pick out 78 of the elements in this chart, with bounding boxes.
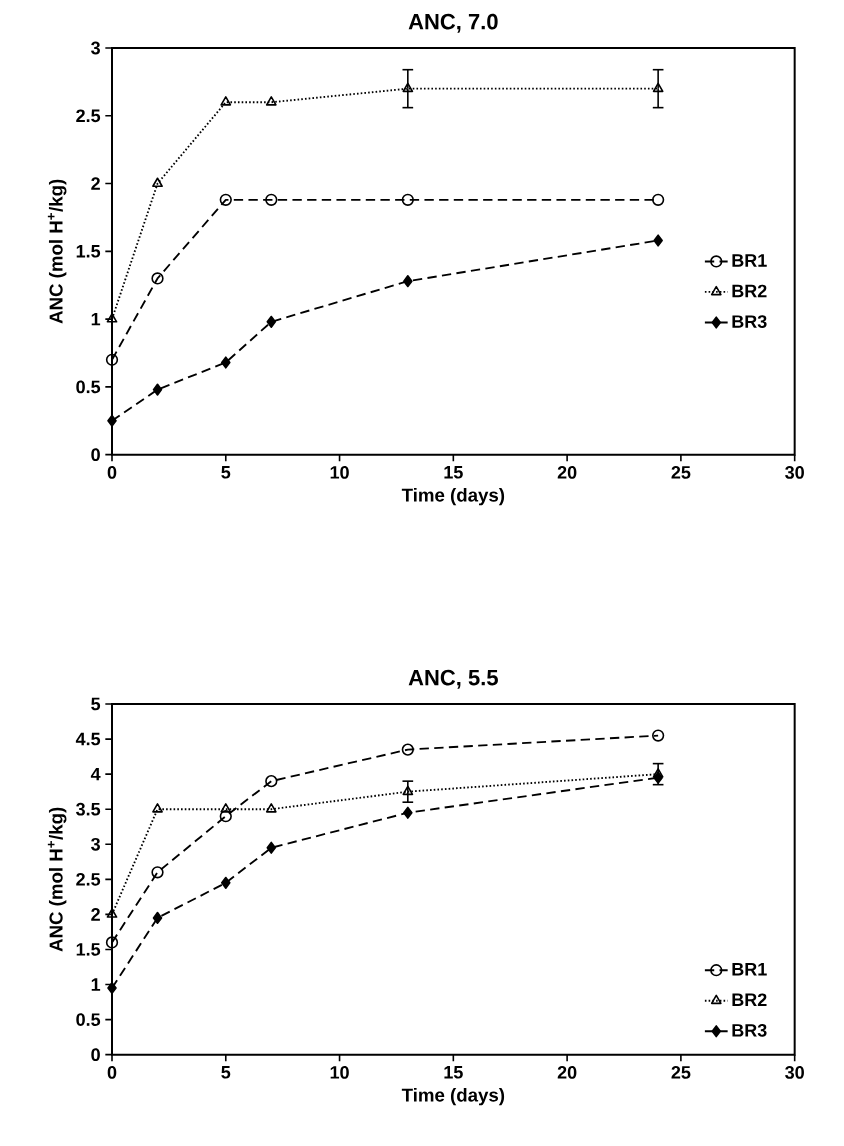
legend-label: BR3 — [732, 1023, 767, 1037]
y-tick-label: 2 — [91, 908, 100, 921]
y-tick-label: 1.5 — [76, 245, 101, 258]
y-tick-label: 2.5 — [76, 109, 101, 123]
point — [265, 96, 277, 106]
legend-label: BR2 — [732, 284, 767, 298]
y-tick-label: 2 — [91, 177, 100, 190]
y-tick-label: 0 — [91, 448, 100, 462]
y-tick-label: 2.5 — [76, 872, 101, 886]
point — [152, 177, 163, 188]
x-tick-label: 0 — [107, 466, 117, 479]
x-tick-label: 25 — [671, 466, 691, 479]
y-tick-label: 3.5 — [76, 802, 101, 816]
point — [403, 806, 413, 819]
point — [266, 841, 277, 854]
point — [152, 911, 163, 925]
x-tick-label: 20 — [557, 1066, 577, 1079]
legend-label: BR1 — [732, 963, 767, 976]
y-tick-label: 4.5 — [75, 732, 101, 746]
point — [401, 193, 414, 206]
y-tick-label: 4 — [90, 767, 101, 781]
point — [652, 82, 664, 93]
x-tick-label: 25 — [671, 1066, 691, 1079]
point — [105, 936, 119, 949]
y-tick-label: 1 — [91, 978, 101, 991]
point — [652, 193, 665, 206]
point — [220, 876, 231, 889]
point — [151, 272, 164, 285]
legend-label: BR2 — [732, 993, 767, 1006]
point — [401, 743, 414, 756]
point — [219, 810, 232, 823]
legend-label: BR3 — [732, 315, 767, 328]
x-tick-label: 0 — [107, 1066, 117, 1079]
point — [265, 775, 278, 788]
point — [652, 729, 665, 742]
x-tick-label: 5 — [221, 466, 231, 479]
x-axis-title: Time (days) — [401, 487, 505, 506]
point — [266, 315, 277, 328]
point — [105, 353, 119, 366]
point — [402, 785, 414, 796]
y-tick-label: 0.5 — [76, 1013, 101, 1026]
x-tick-label: 10 — [330, 466, 349, 479]
point — [107, 981, 117, 995]
x-tick-label: 30 — [785, 466, 804, 479]
y-tick-label: 3 — [91, 837, 100, 851]
y-axis-title: ANC (mol H$^{+}$/kg) — [47, 807, 67, 952]
point — [265, 803, 277, 813]
x-axis-title: Time (days) — [401, 1087, 505, 1106]
point — [220, 356, 231, 369]
point — [403, 275, 413, 288]
x-tick-label: 20 — [557, 466, 577, 479]
x-tick-label: 10 — [330, 1066, 349, 1079]
y-tick-label: 3 — [91, 41, 100, 55]
y-axis-title: ANC (mol H$^{+}$/kg) — [47, 179, 67, 324]
point — [220, 803, 232, 813]
x-tick-label: 30 — [785, 1066, 804, 1079]
y-tick-label: 0 — [91, 1048, 100, 1062]
point — [152, 803, 163, 813]
point — [653, 234, 663, 247]
point — [402, 82, 414, 93]
x-tick-label: 15 — [444, 1066, 463, 1079]
y-tick-label: 1.5 — [76, 943, 101, 956]
point — [652, 768, 664, 778]
y-tick-label: 0.5 — [76, 380, 101, 394]
point — [151, 866, 164, 879]
chart-title: ANC, 7.0 — [408, 13, 498, 33]
point — [106, 908, 118, 918]
point — [220, 96, 232, 106]
y-tick-label: 1 — [91, 312, 101, 326]
point — [107, 414, 117, 427]
chart-title: ANC, 5.5 — [408, 669, 498, 689]
x-tick-label: 15 — [444, 466, 463, 479]
point — [152, 383, 163, 396]
point — [265, 193, 278, 206]
y-tick-label: 5 — [91, 697, 101, 711]
x-tick-label: 5 — [221, 1066, 231, 1079]
point — [219, 193, 232, 206]
legend-label: BR1 — [732, 254, 767, 267]
